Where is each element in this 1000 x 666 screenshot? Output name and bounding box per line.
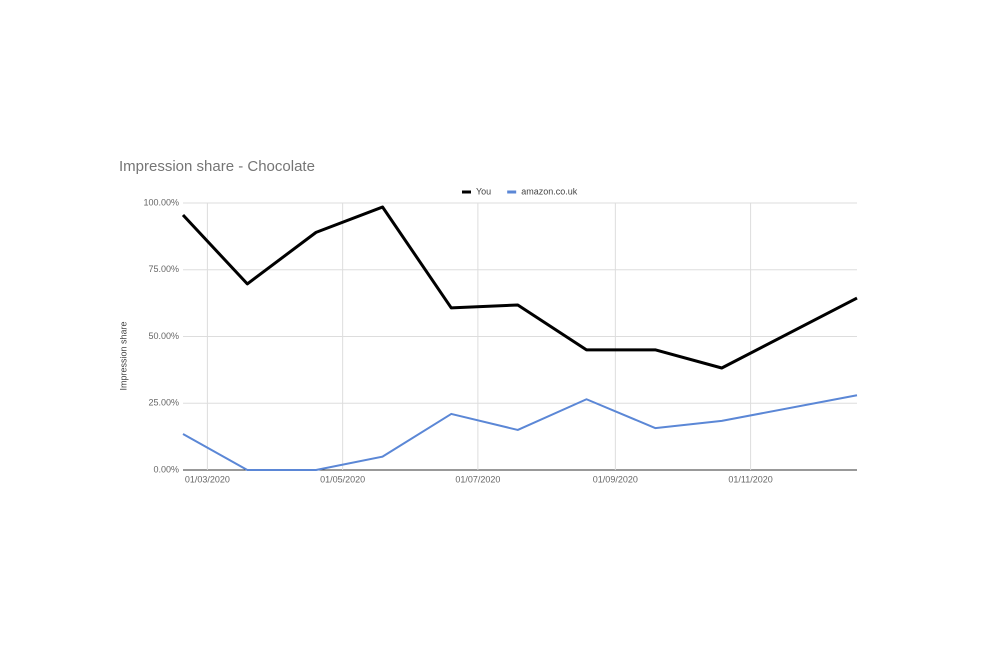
x-tick-label: 01/09/2020 [593,474,638,484]
y-tick-label: 25.00% [148,398,179,408]
legend-label: You [476,186,491,196]
x-tick-label: 01/11/2020 [728,474,772,484]
y-tick-label: 75.00% [148,264,179,274]
series-line [181,205,858,370]
y-tick-label: 50.00% [148,331,179,341]
y-tick-label: 0.00% [153,464,179,474]
y-tick-label: 100.00% [143,197,179,207]
x-tick-label: 01/03/2020 [185,474,230,484]
legend-label: amazon.co.uk [521,186,578,196]
chart-title: Impression share - Chocolate [119,158,315,175]
x-tick-label: 01/07/2020 [455,474,500,484]
series-line [182,394,858,471]
x-tick-label: 01/05/2020 [320,474,365,484]
y-axis-label: Impression share [118,321,128,390]
